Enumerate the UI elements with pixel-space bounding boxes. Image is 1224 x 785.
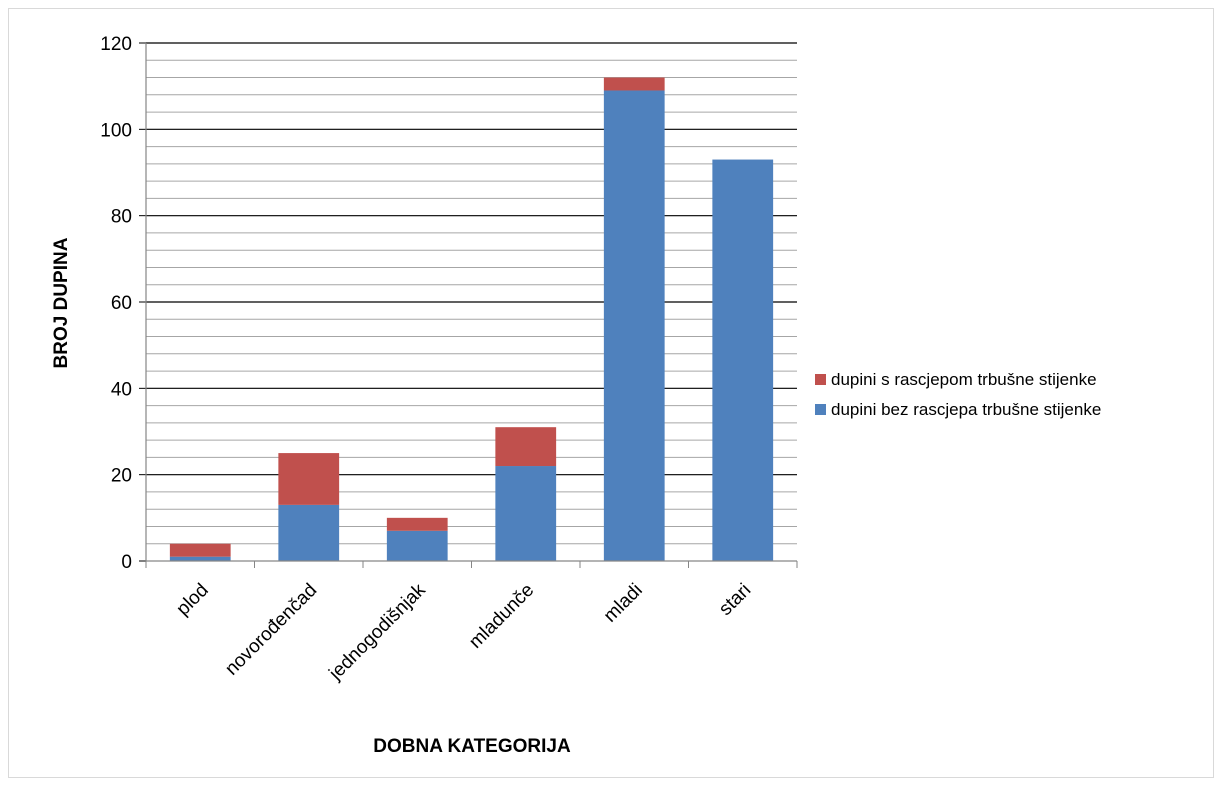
bar-with-hernia-3 [495, 427, 557, 467]
bar-without-hernia-0 [169, 556, 231, 561]
bar-without-hernia-5 [712, 159, 774, 562]
x-category-label: stari [715, 580, 755, 620]
bar-with-hernia-0 [169, 543, 231, 557]
bar-without-hernia-2 [386, 530, 448, 561]
bar-with-hernia-1 [278, 453, 340, 505]
y-tick-label: 80 [111, 207, 132, 228]
y-tick-label: 100 [100, 120, 132, 141]
legend: dupini s rascjepom trbušne stijenke dupin… [815, 370, 1101, 419]
bar-without-hernia-1 [278, 504, 340, 561]
x-category-label: mladunče [465, 580, 538, 653]
y-tick-label: 60 [111, 293, 132, 314]
legend-swatch [815, 404, 826, 415]
bar-with-hernia-4 [603, 77, 665, 91]
y-axis-title: BROJ DUPINA [51, 237, 72, 368]
y-tick-label: 0 [121, 552, 132, 573]
x-category-label: plod [173, 580, 213, 620]
bars [169, 77, 774, 562]
y-tick-label: 40 [111, 379, 132, 400]
axes [139, 42, 798, 568]
legend-swatch [815, 374, 826, 385]
x-axis-title: DOBNA KATEGORIJA [373, 736, 571, 757]
y-tick-label: 20 [111, 466, 132, 487]
legend-label: dupini bez rascjepa trbušne stijenke [831, 400, 1101, 419]
x-category-label: novorođenčad [221, 580, 321, 680]
y-tick-label: 120 [100, 34, 132, 55]
x-category-label: jednogodišnjak [325, 579, 431, 685]
bar-with-hernia-2 [386, 517, 448, 531]
legend-label: dupini s rascjepom trbušne stijenke [831, 370, 1097, 389]
bar-without-hernia-4 [603, 90, 665, 561]
gridlines [146, 42, 797, 545]
x-category-label: mladi [600, 580, 647, 627]
bar-without-hernia-3 [495, 466, 557, 561]
